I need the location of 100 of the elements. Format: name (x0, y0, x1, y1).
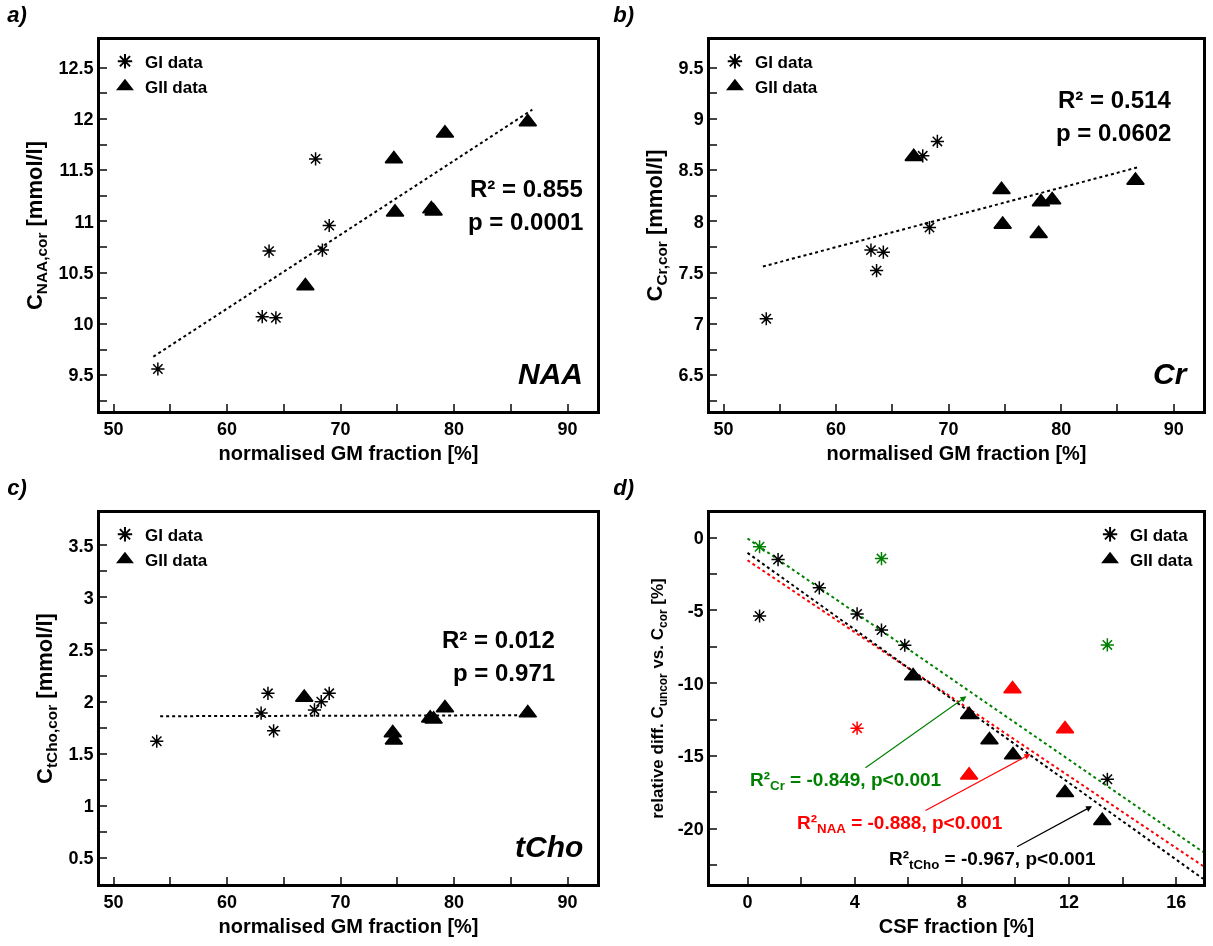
y-tick-label: 1 (83, 796, 94, 817)
y-tick-label: -20 (677, 819, 704, 840)
point (770, 552, 786, 567)
point (863, 242, 879, 258)
point (1100, 637, 1115, 653)
x-tick-label: 4 (849, 892, 860, 913)
y-tick-label: 10.5 (58, 262, 94, 283)
point (874, 622, 889, 638)
legend-label: GI data (1130, 525, 1189, 545)
point (992, 181, 1011, 195)
point (875, 244, 891, 260)
x-axis-title: normalised GM fraction [%] (826, 441, 1087, 464)
y-tick-label: 2.5 (68, 639, 94, 660)
annotation: R² = 0.012 (442, 626, 555, 653)
y-tick-label: 1.5 (68, 744, 94, 765)
point (922, 220, 937, 235)
point (260, 685, 276, 701)
x-tick-label: 80 (444, 419, 465, 440)
point (321, 685, 337, 701)
y-tick-label: 6.5 (678, 365, 704, 386)
x-tick-label: 50 (103, 419, 124, 440)
point (752, 608, 767, 624)
legend-label: GI data (754, 52, 814, 72)
x-tick-label: 70 (330, 892, 351, 913)
legend-label: GII data (144, 77, 208, 97)
x-axis-title: CSF fraction [%] (878, 914, 1035, 937)
x-axis-title: normalised GM fraction [%] (218, 441, 479, 464)
chart-title: d) (613, 475, 635, 501)
point (435, 699, 455, 713)
x-tick-label: 90 (557, 419, 578, 440)
y-tick-label: 11 (74, 211, 94, 232)
annotation: Cr (1153, 357, 1189, 390)
point (959, 706, 979, 720)
point (295, 277, 315, 291)
point (313, 694, 329, 709)
point (1003, 680, 1022, 694)
point (254, 309, 270, 325)
point (869, 263, 884, 278)
point (904, 148, 924, 162)
chart-title: c) (7, 475, 27, 501)
point (1092, 812, 1112, 826)
point (897, 637, 913, 653)
annotation: p = 0.0001 (468, 208, 584, 235)
legend-label: GII data (144, 550, 208, 570)
y-tick-label: -10 (677, 673, 704, 694)
x-tick-label: 50 (713, 419, 734, 440)
x-tick-label: 12 (1059, 892, 1080, 913)
y-tick-label: 7 (693, 314, 704, 335)
x-tick-label: 80 (1051, 419, 1072, 440)
point (149, 733, 165, 749)
x-tick-label: 70 (330, 419, 351, 440)
legend-label: GI data (144, 52, 204, 72)
point (980, 731, 999, 745)
annotation: R² = 0.514 (1058, 86, 1172, 113)
y-tick-label: 8.5 (678, 160, 704, 181)
y-tick-label: -5 (687, 600, 704, 621)
point (1042, 191, 1062, 205)
point (1003, 746, 1023, 760)
point (321, 218, 337, 233)
annotation: NAA (518, 357, 583, 390)
x-tick-label: 16 (1166, 892, 1187, 913)
x-tick-label: 90 (1163, 419, 1184, 440)
y-tick-label: 9.5 (678, 57, 704, 78)
x-tick-label: 60 (217, 419, 238, 440)
x-tick-label: 60 (826, 419, 847, 440)
point (1100, 771, 1115, 787)
y-tick-label: 0.5 (68, 848, 94, 869)
legend-label: GI data (144, 525, 204, 545)
x-tick-label: 90 (557, 892, 578, 913)
point (874, 551, 889, 566)
y-tick-label: 2 (83, 691, 94, 712)
x-tick-label: 60 (217, 892, 238, 913)
x-axis-title: normalised GM fraction [%] (218, 914, 479, 937)
point (307, 702, 322, 718)
legend-label: GII data (1130, 550, 1193, 570)
annotation: p = 0.0602 (1056, 119, 1172, 146)
annotation: p = 0.971 (453, 659, 556, 686)
x-tick-label: 70 (938, 419, 959, 440)
chart-title: a) (7, 2, 27, 28)
y-tick-label: 3 (83, 587, 94, 608)
y-tick-label: 0 (693, 528, 704, 549)
y-tick-label: 3.5 (68, 535, 94, 556)
point (752, 539, 767, 555)
x-tick-label: 50 (103, 892, 124, 913)
annotation: R² = 0.855 (470, 175, 583, 202)
point (849, 606, 865, 622)
annotation: R²$_{tCho}$ = -0.967, p<0.001 (889, 848, 1097, 872)
y-tick-label: 10 (73, 314, 94, 335)
annotation: tCho (515, 830, 584, 863)
y-tick-label: 11.5 (59, 160, 94, 181)
y-tick-label: 12.5 (58, 57, 94, 78)
point (849, 720, 865, 736)
point (266, 723, 281, 739)
y-tick-label: 9 (693, 109, 704, 130)
point (384, 150, 404, 164)
y-tick-label: -15 (677, 746, 704, 767)
legend-label: GII data (754, 77, 818, 97)
point (308, 151, 323, 167)
y-tick-label: 8 (693, 211, 704, 232)
y-tick-label: 9.5 (68, 365, 94, 386)
